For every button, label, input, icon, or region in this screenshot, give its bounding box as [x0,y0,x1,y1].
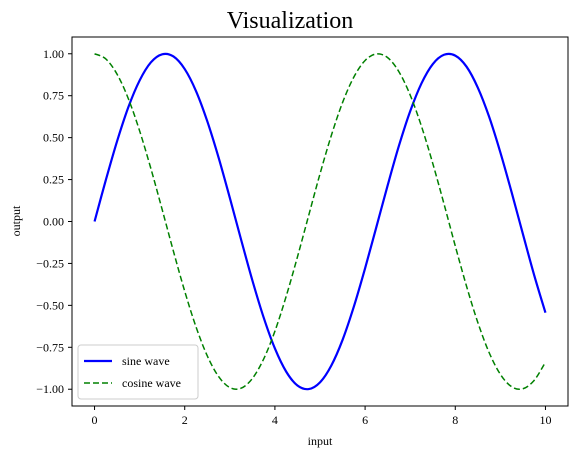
y-tick-label: 1.00 [43,47,64,61]
x-tick-label: 8 [452,413,458,427]
x-axis: 0 2 4 6 8 10 [92,406,551,427]
y-tick-label: 0.50 [43,131,64,145]
x-tick-label: 0 [92,413,98,427]
series-line-1 [93,52,547,391]
chart-title: Visualization [227,8,354,34]
legend: sine wave cosine wave [77,344,199,400]
legend-box [77,344,199,400]
x-tick-label: 6 [362,413,368,427]
y-tick-label: −1.00 [36,382,64,396]
y-axis: 1.00 0.75 0.50 0.25 0.00 −0.25 −0.50 −0.75 −1.00 [36,47,72,396]
y-tick-label: −0.25 [36,256,64,270]
y-tick-label: −0.75 [36,340,64,354]
legend-label: cosine wave [122,376,181,390]
y-tick-label: 0.25 [43,173,64,187]
series-line-2 [94,53,547,390]
y-axis-label: output [9,205,23,236]
x-axis-label: input [308,434,333,448]
x-tick-label: 2 [182,413,188,427]
x-tick-label: 10 [539,413,551,427]
x-tick-label: 4 [272,413,278,427]
y-tick-label: 0.75 [43,89,64,103]
legend-label: sine wave [122,354,170,368]
y-tick-label: 0.00 [43,215,64,229]
series-layer [93,52,547,391]
y-tick-label: −0.50 [36,298,64,312]
